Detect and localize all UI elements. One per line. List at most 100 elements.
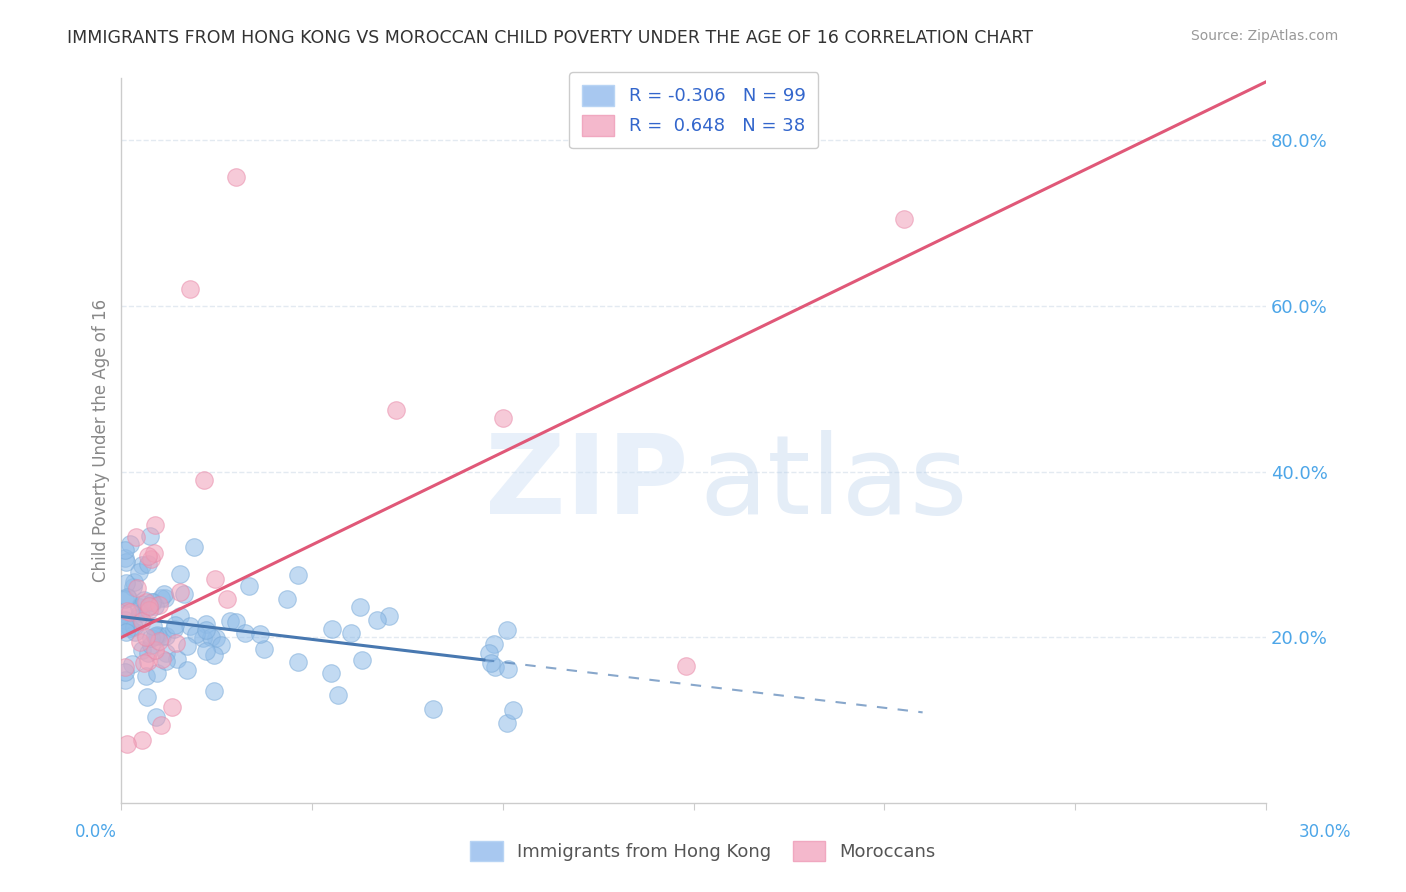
Point <box>422 702 444 716</box>
Point <box>225 170 247 185</box>
Point <box>321 623 343 637</box>
Point <box>166 652 188 666</box>
Point <box>142 618 165 632</box>
Point <box>482 637 505 651</box>
Point <box>165 636 187 650</box>
Point <box>184 626 207 640</box>
Point <box>176 639 198 653</box>
Point <box>502 703 524 717</box>
Point <box>114 673 136 687</box>
Point <box>136 549 159 563</box>
Point <box>146 628 169 642</box>
Point <box>169 608 191 623</box>
Point <box>235 625 257 640</box>
Point <box>134 593 156 607</box>
Y-axis label: Child Poverty Under the Age of 16: Child Poverty Under the Age of 16 <box>93 299 110 582</box>
Point <box>122 619 145 633</box>
Point <box>169 567 191 582</box>
Point <box>115 576 138 591</box>
Point <box>495 715 517 730</box>
Text: ZIP: ZIP <box>485 431 688 538</box>
Point <box>122 575 145 590</box>
Point <box>478 646 501 660</box>
Text: 30.0%: 30.0% <box>1298 822 1351 840</box>
Point <box>484 659 506 673</box>
Legend: R = -0.306   N = 99, R =  0.648   N = 38: R = -0.306 N = 99, R = 0.648 N = 38 <box>569 72 818 148</box>
Point <box>124 624 146 639</box>
Point <box>114 660 136 674</box>
Point <box>143 629 166 643</box>
Point <box>675 659 697 673</box>
Point <box>194 643 217 657</box>
Point <box>136 690 159 705</box>
Point <box>253 642 276 657</box>
Point <box>319 665 342 680</box>
Point <box>114 592 136 607</box>
Point <box>176 663 198 677</box>
Point <box>127 611 149 625</box>
Text: 0.0%: 0.0% <box>75 822 117 840</box>
Point <box>496 662 519 676</box>
Point <box>146 629 169 643</box>
Text: Source: ZipAtlas.com: Source: ZipAtlas.com <box>1191 29 1339 43</box>
Point <box>135 595 157 609</box>
Point <box>131 558 153 572</box>
Point <box>128 566 150 580</box>
Point <box>153 591 176 605</box>
Point <box>150 591 173 605</box>
Point <box>128 607 150 621</box>
Point <box>204 572 226 586</box>
Point <box>148 598 170 612</box>
Point <box>131 597 153 611</box>
Point <box>145 709 167 723</box>
Point <box>352 653 374 667</box>
Point <box>179 619 201 633</box>
Point <box>125 530 148 544</box>
Point <box>366 613 388 627</box>
Point <box>135 630 157 644</box>
Point <box>138 599 160 613</box>
Point <box>115 555 138 569</box>
Point <box>194 624 217 638</box>
Point <box>118 621 141 635</box>
Point <box>136 654 159 668</box>
Point <box>340 625 363 640</box>
Point <box>135 669 157 683</box>
Point <box>114 607 136 621</box>
Point <box>200 630 222 644</box>
Point <box>121 657 143 671</box>
Point <box>143 599 166 614</box>
Point <box>193 473 215 487</box>
Point <box>121 580 143 594</box>
Point <box>141 595 163 609</box>
Point <box>202 684 225 698</box>
Point <box>377 608 399 623</box>
Point <box>194 617 217 632</box>
Point <box>287 656 309 670</box>
Point <box>114 551 136 566</box>
Legend: Immigrants from Hong Kong, Moroccans: Immigrants from Hong Kong, Moroccans <box>460 830 946 872</box>
Point <box>163 617 186 632</box>
Point <box>114 614 136 628</box>
Point <box>131 643 153 657</box>
Text: atlas: atlas <box>699 431 967 538</box>
Point <box>160 699 183 714</box>
Point <box>136 646 159 660</box>
Point <box>139 529 162 543</box>
Point <box>150 651 173 665</box>
Point <box>115 737 138 751</box>
Point <box>128 634 150 648</box>
Point <box>114 619 136 633</box>
Point <box>128 600 150 615</box>
Point <box>143 643 166 657</box>
Point <box>496 623 519 637</box>
Point <box>326 688 349 702</box>
Point <box>209 639 232 653</box>
Point <box>492 410 515 425</box>
Point <box>114 665 136 680</box>
Point <box>142 595 165 609</box>
Point <box>145 665 167 680</box>
Point <box>114 543 136 558</box>
Text: IMMIGRANTS FROM HONG KONG VS MOROCCAN CHILD POVERTY UNDER THE AGE OF 16 CORRELAT: IMMIGRANTS FROM HONG KONG VS MOROCCAN CH… <box>67 29 1033 46</box>
Point <box>120 537 142 551</box>
